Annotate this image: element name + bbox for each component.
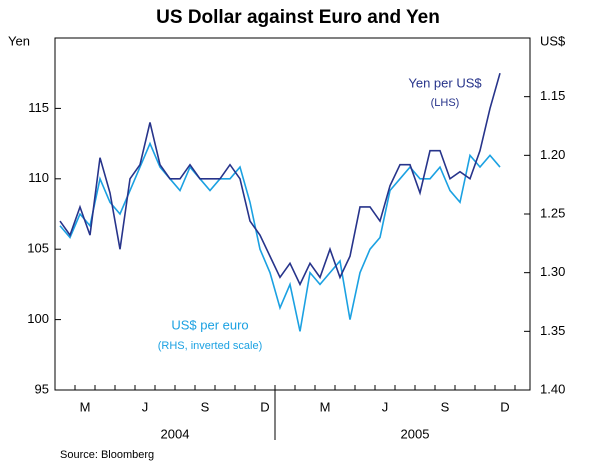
series-line (59, 141, 501, 332)
y-tick-label: 100 (27, 311, 49, 326)
y-tick-label: 105 (27, 241, 49, 256)
legend-label: US$ per euro (171, 317, 248, 332)
x-tick-label: S (201, 399, 210, 414)
y2-tick-label: 1.20 (540, 147, 565, 162)
y-tick-label: 110 (28, 170, 49, 185)
x-tick-label: D (260, 399, 269, 414)
x-tick-label: J (382, 399, 389, 414)
y-tick-label: 115 (28, 100, 49, 115)
source-note: Source: Bloomberg (60, 449, 154, 461)
legend-label: Yen per US$ (408, 75, 482, 90)
y2-tick-label: 1.25 (540, 205, 565, 220)
x-tick-label: M (320, 399, 331, 414)
y-tick-label: 95 (35, 381, 49, 396)
chart-title: US Dollar against Euro and Yen (156, 7, 440, 28)
series-line (59, 72, 501, 287)
x-tick-label: D (500, 399, 509, 414)
x-tick-label: S (441, 399, 450, 414)
x-tick-label: J (142, 399, 149, 414)
y2-tick-label: 1.30 (540, 264, 565, 279)
plot-frame (54, 37, 531, 391)
y-axis-unit: Yen (8, 33, 30, 48)
year-label: 2004 (161, 426, 190, 441)
legend-note: (LHS) (431, 97, 460, 109)
y2-tick-label: 1.35 (540, 323, 565, 338)
x-tick-label: M (80, 399, 91, 414)
year-label: 2005 (401, 426, 430, 441)
y2-tick-label: 1.15 (540, 88, 565, 103)
y2-axis-unit: US$ (540, 33, 566, 48)
y2-tick-label: 1.40 (540, 381, 565, 396)
legend-note: (RHS, inverted scale) (158, 340, 263, 352)
